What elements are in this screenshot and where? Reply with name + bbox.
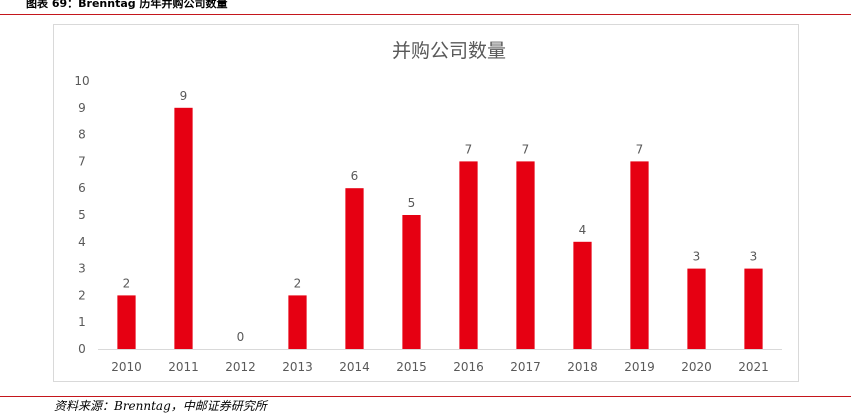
data-label-2020: 3 (693, 250, 701, 264)
y-tick-label-6: 6 (78, 181, 86, 195)
y-tick-label-1: 1 (78, 315, 86, 329)
x-tick-label-2014: 2014 (339, 360, 370, 374)
data-label-2013: 2 (294, 276, 302, 290)
x-tick-label-2021: 2021 (738, 360, 769, 374)
source-note: 资料来源：Brenntag，中邮证券研究所 (54, 399, 267, 413)
x-tick-label-2019: 2019 (624, 360, 655, 374)
data-label-2010: 2 (123, 276, 131, 290)
x-tick-label-2017: 2017 (510, 360, 541, 374)
data-label-2021: 3 (750, 250, 758, 264)
report-header-title: 图表 69：Brenntag 历年并购公司数量 (26, 0, 228, 10)
bars (117, 107, 763, 349)
y-tick-label-0: 0 (78, 342, 86, 356)
y-tick-label-9: 9 (78, 101, 86, 115)
x-tick-label-2015: 2015 (396, 360, 427, 374)
x-tick-label-2018: 2018 (567, 360, 598, 374)
x-tick-label-2010: 2010 (111, 360, 142, 374)
chart-title: 并购公司数量 (392, 40, 506, 62)
data-labels: 2 9 0 2 6 5 7 7 4 7 3 3 (123, 89, 758, 344)
bar-2011 (174, 107, 193, 349)
y-tick-label-2: 2 (78, 288, 86, 302)
bottom-rule (0, 396, 851, 397)
data-label-2015: 5 (408, 196, 416, 210)
bar-2010 (117, 295, 136, 349)
bar-2014 (345, 188, 364, 349)
bar-2017 (516, 161, 535, 349)
data-label-2012: 0 (237, 330, 245, 344)
data-label-2016: 7 (465, 142, 473, 156)
bar-2019 (630, 161, 649, 349)
bar-2018 (573, 241, 592, 349)
data-label-2019: 7 (636, 142, 644, 156)
bar-2020 (687, 268, 706, 349)
x-tick-label-2011: 2011 (168, 360, 199, 374)
y-tick-label-4: 4 (78, 235, 86, 249)
data-label-2018: 4 (579, 223, 587, 237)
y-tick-label-8: 8 (78, 128, 86, 142)
y-tick-label-5: 5 (78, 208, 86, 222)
report-header: 图表 69：Brenntag 历年并购公司数量 (0, 0, 851, 15)
bar-2013 (288, 295, 307, 349)
y-tick-label-10: 10 (74, 74, 89, 88)
bar-2021 (744, 268, 763, 349)
x-tick-label-2020: 2020 (681, 360, 712, 374)
data-label-2017: 7 (522, 142, 530, 156)
bar-2016 (459, 161, 478, 349)
data-label-2011: 9 (180, 89, 188, 103)
y-tick-label-7: 7 (78, 154, 86, 168)
x-axis-ticks: 2010 2011 2012 2013 2014 2015 2016 2017 2018 2019… (111, 360, 769, 374)
x-tick-label-2012: 2012 (225, 360, 256, 374)
data-label-2014: 6 (351, 169, 359, 183)
y-axis-ticks: 0 1 2 3 4 5 6 7 8 9 10 (74, 74, 89, 356)
x-tick-label-2016: 2016 (453, 360, 484, 374)
y-tick-label-3: 3 (78, 262, 86, 276)
x-tick-label-2013: 2013 (282, 360, 313, 374)
bar-2015 (402, 215, 421, 349)
